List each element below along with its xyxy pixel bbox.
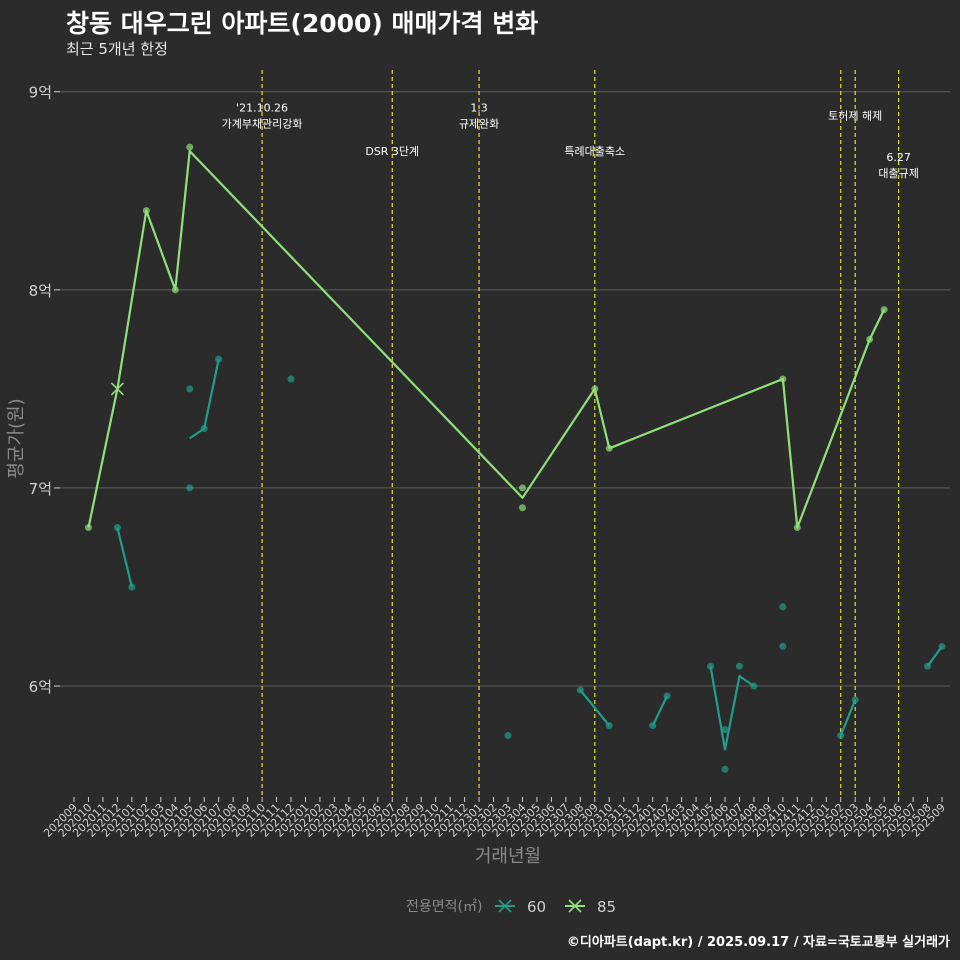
series-60-line: [579, 689, 611, 727]
chart-subtitle: 최근 5개년 한정: [66, 40, 168, 58]
series-60-point: [113, 524, 121, 532]
grid-layer: [60, 91, 950, 687]
series-60-line: [651, 695, 669, 727]
series-85-point: [591, 385, 599, 393]
series-60-point: [649, 722, 657, 730]
series-60-line: [839, 699, 857, 737]
event-label: 특례대출축소: [564, 145, 625, 158]
series-60-point: [128, 583, 136, 591]
series-60-point: [287, 375, 295, 383]
y-tick-label: 6억: [29, 678, 52, 696]
legend-label-85: 85: [597, 898, 616, 916]
series-85-point: [793, 524, 801, 532]
series-85-point: [605, 444, 613, 452]
event-label: '21.10.26: [236, 102, 288, 115]
series-85-point: [866, 335, 874, 343]
event-label: 가계부채관리강화: [222, 118, 303, 131]
event-label: 6.27: [886, 151, 911, 164]
series-60-point: [504, 732, 512, 740]
series-85-point: [84, 524, 92, 532]
series-60-line: [709, 666, 755, 751]
series-85-line: [87, 150, 886, 529]
series-60-point: [750, 682, 758, 690]
series-60-line: [116, 527, 133, 588]
legend: 전용면적(㎡) 60 85: [406, 898, 616, 916]
series-60-point: [576, 686, 584, 694]
series-layer: [84, 143, 946, 773]
legend-key-cross-85: [568, 899, 582, 913]
legend-label-60: 60: [527, 898, 546, 916]
event-label: 1.3: [470, 102, 488, 115]
series-60-point: [721, 726, 729, 734]
event-label: 규제완화: [459, 118, 499, 131]
series-60-point: [779, 642, 787, 650]
legend-title: 전용면적(㎡): [406, 899, 482, 915]
x-axis-title: 거래년월: [475, 846, 541, 867]
series-60-point: [186, 484, 194, 492]
series-85-point: [518, 504, 526, 512]
legend-key-cross-60: [498, 899, 512, 913]
event-label: 대출규제: [878, 167, 918, 180]
event-label: 토허제 해제: [828, 108, 882, 122]
event-label: DSR 3단계: [365, 145, 419, 158]
axis-layer: 6억7억8억9억평균가(원)20200920201020201120201220…: [6, 84, 948, 867]
series-60-point: [707, 662, 715, 670]
series-85-point: [779, 375, 787, 383]
y-axis-title: 평균가(원): [6, 398, 27, 478]
y-tick-label: 9억: [29, 84, 52, 102]
series-60-point: [837, 732, 845, 740]
series-85-point: [518, 484, 526, 492]
series-60-line: [926, 645, 943, 667]
series-60-point: [200, 425, 208, 432]
series-85-point: [186, 143, 194, 151]
series-60-point: [663, 692, 671, 700]
y-tick-label: 7억: [29, 480, 52, 498]
series-60-point: [924, 662, 932, 670]
series-60-point: [721, 765, 729, 773]
series-60-point: [215, 355, 223, 363]
y-tick-label: 8억: [29, 282, 52, 300]
chart-title: 창동 대우그린 아파트(2000) 매매가격 변화: [66, 9, 539, 38]
series-85-point: [142, 207, 150, 215]
source-caption: ©디아파트(dapt.kr) / 2025.09.17 / 자료=국토교통부 실…: [566, 935, 950, 950]
series-60-point: [735, 662, 743, 670]
series-85-point: [171, 286, 179, 294]
series-60-point: [938, 642, 946, 650]
series-85-point: [880, 306, 888, 314]
series-60-point: [605, 722, 613, 730]
series-60-point: [851, 696, 859, 704]
series-85-cross-marker: [110, 382, 124, 396]
series-60-point: [186, 385, 194, 393]
series-60-point: [779, 603, 787, 611]
